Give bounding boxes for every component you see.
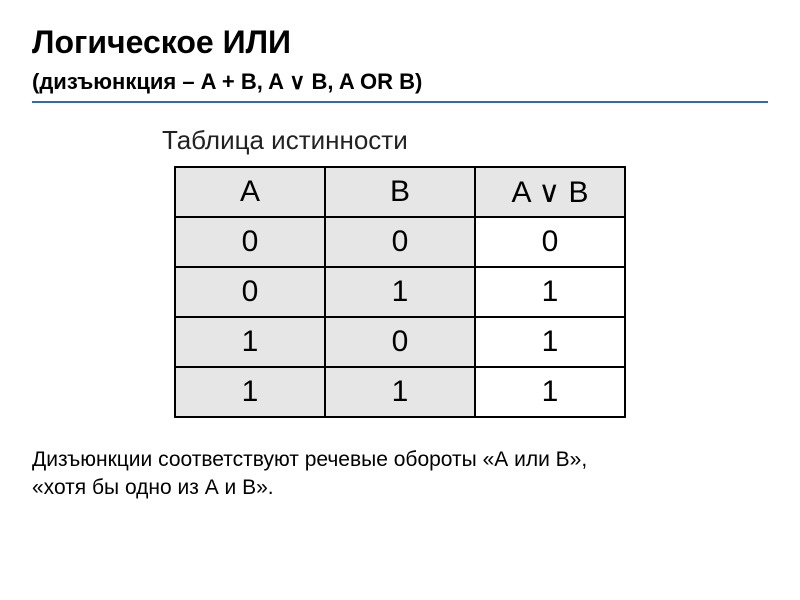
table-header-row: A B A ∨ B bbox=[175, 167, 625, 217]
footnote-line-1: Дизъюнкции соответствуют речевые обороты… bbox=[32, 448, 587, 471]
cell-result: 0 bbox=[475, 217, 625, 267]
cell-b: 1 bbox=[325, 267, 475, 317]
page-title: Логическое ИЛИ bbox=[32, 24, 768, 61]
truth-table-container: A B A ∨ B 0 0 0 0 1 1 1 0 1 1 bbox=[32, 166, 768, 418]
cell-a: 0 bbox=[175, 267, 325, 317]
cell-result: 1 bbox=[475, 267, 625, 317]
table-row: 0 1 1 bbox=[175, 267, 625, 317]
subtitle-prefix: (дизъюнкция – A + B, A bbox=[32, 69, 289, 94]
cell-b: 0 bbox=[325, 217, 475, 267]
col-header-a: A bbox=[175, 167, 325, 217]
table-row: 0 0 0 bbox=[175, 217, 625, 267]
footnote-line-2: «хотя бы одно из А и В». bbox=[32, 476, 274, 499]
cell-a: 1 bbox=[175, 317, 325, 367]
cell-a: 1 bbox=[175, 367, 325, 417]
truth-table: A B A ∨ B 0 0 0 0 1 1 1 0 1 1 bbox=[174, 166, 626, 418]
cell-a: 0 bbox=[175, 217, 325, 267]
table-row: 1 1 1 bbox=[175, 367, 625, 417]
col-header-b: B bbox=[325, 167, 475, 217]
col-header-result: A ∨ B bbox=[475, 167, 625, 217]
cell-result: 1 bbox=[475, 367, 625, 417]
subtitle-suffix: B, A OR B) bbox=[305, 69, 422, 94]
cell-result: 1 bbox=[475, 317, 625, 367]
cell-b: 1 bbox=[325, 367, 475, 417]
table-caption: Таблица истинности bbox=[162, 125, 768, 156]
cell-b: 0 bbox=[325, 317, 475, 367]
subtitle: (дизъюнкция – A + B, A ∨ B, A OR B) bbox=[32, 69, 768, 103]
footnote: Дизъюнкции соответствуют речевые обороты… bbox=[32, 446, 768, 503]
or-symbol: ∨ bbox=[289, 69, 305, 94]
table-row: 1 0 1 bbox=[175, 317, 625, 367]
